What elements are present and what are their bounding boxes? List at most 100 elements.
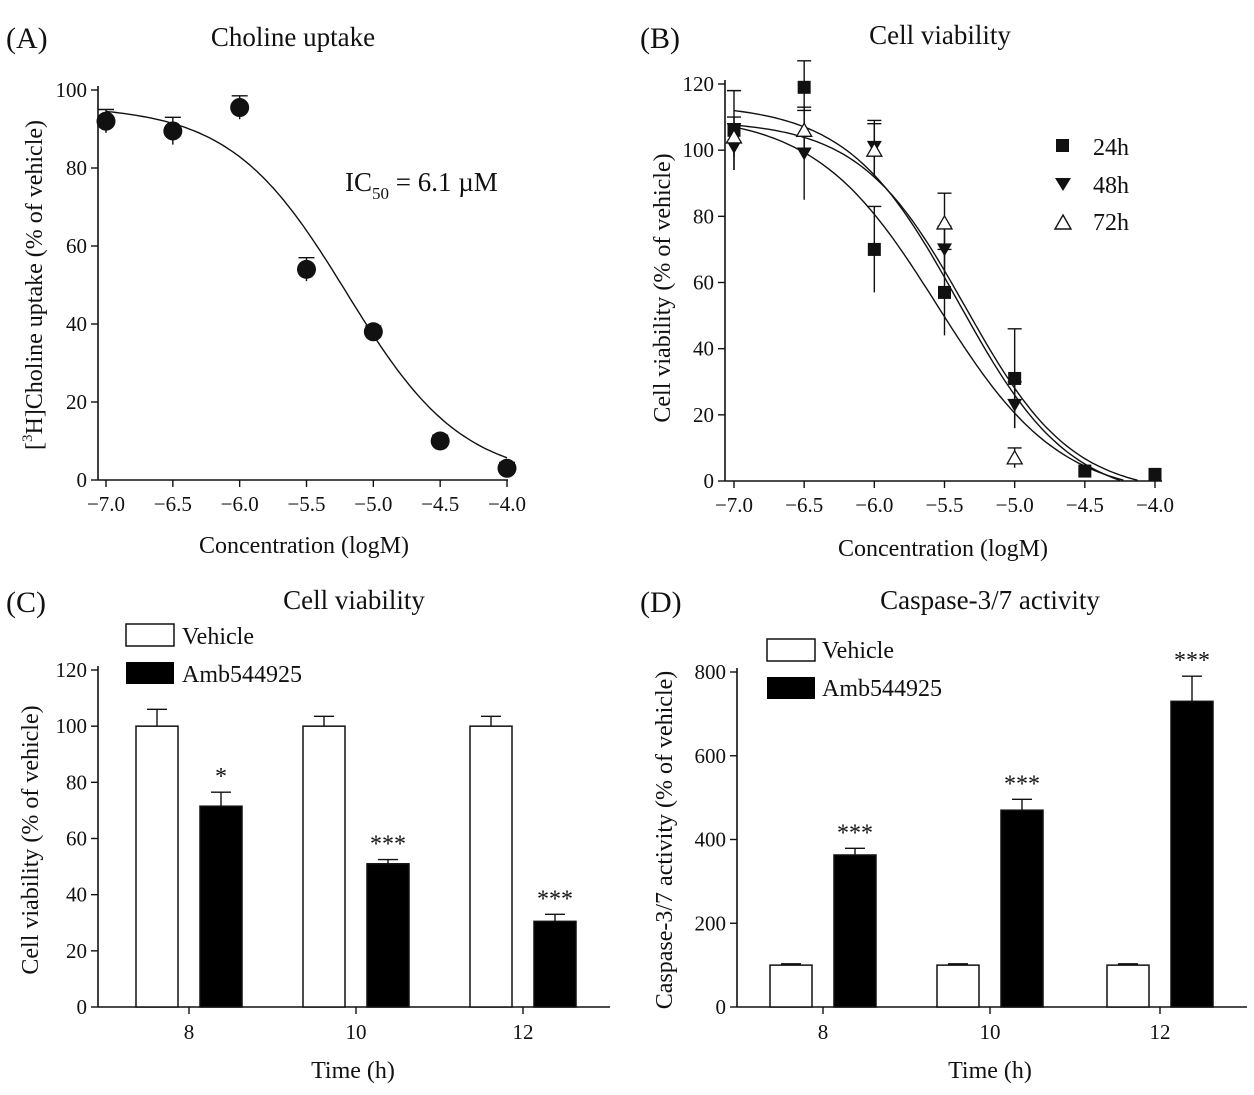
panel-c-legend: Vehicle Amb544925	[125, 623, 302, 688]
panel-c-y-tick-label: 40	[66, 883, 87, 907]
panel-c-y-tick-label: 120	[56, 658, 88, 682]
panel-a-x-tick-label: −4.0	[488, 492, 526, 516]
panel-b-y-tick-label: 120	[683, 72, 715, 96]
legend-marker-72h	[1053, 213, 1073, 230]
panel-c-title: Cell viability	[283, 585, 425, 615]
data-point-48h	[796, 147, 812, 161]
panel-b-y-tick-label: 40	[693, 337, 714, 361]
data-point	[297, 259, 316, 279]
data-point	[363, 322, 383, 342]
legend-label-72h: 72h	[1093, 210, 1129, 236]
data-point-24h	[938, 285, 951, 299]
panel-d-plot-area: 0 200 400 600 800 8 *** 10 *** 12 ***	[695, 648, 1247, 1044]
bar-amb544925	[1170, 700, 1214, 1008]
bar-amb544925	[833, 854, 877, 1008]
panel-a-label: (A)	[6, 22, 48, 55]
panel-a-y-tick-label: 100	[56, 78, 88, 102]
legend-label-24h: 24h	[1093, 135, 1129, 161]
panel-a-ic50-annotation: IC50 = 6.1 µM	[345, 167, 498, 203]
panel-c-y-tick-label: 80	[66, 770, 87, 794]
data-point-72h	[1006, 449, 1024, 465]
bar-vehicle	[1106, 964, 1150, 1008]
panel-a-x-tick-label: −5.5	[287, 492, 325, 516]
data-point	[96, 111, 116, 131]
data-point-24h	[1078, 464, 1092, 478]
panel-d-legend: Vehicle Amb544925	[766, 638, 942, 702]
bar-amb544925	[533, 920, 577, 1008]
panel-b-y-tick-label: 80	[693, 204, 714, 228]
data-point-72h	[865, 141, 883, 157]
panel-b-legend: 24h 48h 72h	[1053, 135, 1129, 236]
panel-d-label: (D)	[640, 586, 682, 619]
significance-marker: ***	[1174, 648, 1210, 674]
legend-label-48h: 48h	[1093, 173, 1129, 199]
panel-b-x-tick-label: −5.5	[925, 493, 963, 517]
bar-vehicle	[135, 725, 179, 1008]
data-point-24h	[1148, 467, 1162, 481]
legend-marker-24h	[1056, 139, 1069, 152]
panel-b-x-tick-label: −7.0	[715, 493, 753, 517]
panel-b-y-tick-label: 20	[693, 403, 714, 427]
legend-label-amb544925: Amb544925	[822, 676, 942, 702]
panel-b-x-tick-label: −4.0	[1136, 493, 1174, 517]
panel-b-y-tick-label: 60	[693, 271, 714, 295]
fit-curve	[105, 110, 508, 459]
panel-d: (D) Caspase-3/7 activity Vehicle Amb5449…	[640, 585, 1247, 1084]
panel-b-title: Cell viability	[869, 20, 1011, 50]
panel-a-plot-area: 0 20 40 60 80 100 −7.0 −6.5 −6.0 −5.5 −5.0 −4.5 −4.0	[56, 78, 527, 516]
panel-c-y-tick-label: 100	[56, 714, 88, 738]
panel-c-x-axis-label: Time (h)	[311, 1058, 395, 1084]
panel-a: (A) Choline uptake 0 20 40 60 80 100 −7.0 −6.5 −…	[6, 22, 526, 559]
panel-d-x-axis-label: Time (h)	[948, 1058, 1032, 1084]
legend-swatch-amb544925	[126, 662, 174, 684]
panel-c-plot-area: 0 20 40 60 80 100 120 8 * 10 *** 12 ***	[56, 658, 610, 1044]
panel-c-y-tick-label: 60	[66, 827, 87, 851]
data-point-72h	[935, 214, 954, 230]
panel-c-x-tick-label: 10	[346, 1020, 367, 1044]
data-point-72h	[795, 122, 813, 137]
significance-marker: ***	[1004, 771, 1040, 797]
bar-vehicle	[769, 964, 813, 1008]
panel-d-y-tick-label: 800	[695, 660, 727, 684]
error-bar-vehicle	[481, 715, 501, 727]
panel-d-y-axis-label: Caspase-3/7 activity (% of vehicle)	[652, 671, 678, 1010]
panel-b-x-tick-label: −4.5	[1066, 493, 1104, 517]
panel-c-x-tick-label: 8	[184, 1020, 195, 1044]
panel-a-x-axis-label: Concentration (logM)	[199, 533, 409, 559]
panel-c-label: (C)	[6, 586, 46, 619]
panel-b-x-tick-label: −5.0	[996, 493, 1034, 517]
panel-c-y-tick-label: 20	[66, 939, 87, 963]
panel-d-x-tick-label: 10	[980, 1020, 1001, 1044]
panel-d-y-tick-label: 0	[716, 995, 727, 1019]
legend-swatch-vehicle	[125, 623, 175, 647]
panel-b-y-tick-label: 0	[704, 469, 715, 493]
panel-b-plot-area: 0 20 40 60 80 100 120 −7.0 −6.5 −6.0 −5.5 −5.0 −4.5 −…	[683, 60, 1174, 517]
legend-label-vehicle: Vehicle	[182, 624, 254, 650]
panel-c: (C) Cell viability Vehicle Amb544925 0 20…	[6, 585, 610, 1084]
panel-a-x-tick-label: −7.0	[87, 492, 125, 516]
data-point	[497, 458, 517, 478]
bar-amb544925	[366, 863, 410, 1008]
panel-a-x-tick-label: −6.0	[221, 492, 259, 516]
panel-a-x-tick-label: −4.5	[421, 492, 459, 516]
data-point	[230, 98, 250, 118]
panel-b-y-tick-label: 100	[683, 138, 715, 162]
panel-a-y-tick-label: 60	[66, 234, 87, 258]
panel-a-y-tick-label: 20	[66, 390, 87, 414]
significance-marker: *	[215, 764, 227, 790]
panel-b-x-axis-label: Concentration (logM)	[838, 536, 1048, 562]
panel-b-x-tick-label: −6.5	[785, 493, 823, 517]
error-bar-amb544925	[1182, 675, 1202, 702]
panel-a-y-tick-label: 0	[77, 468, 88, 492]
error-bar-vehicle	[147, 708, 167, 727]
legend-marker-48h	[1055, 178, 1071, 191]
data-point-72h	[725, 128, 743, 144]
panel-d-x-tick-label: 8	[818, 1020, 829, 1044]
data-point	[430, 431, 450, 451]
panel-a-y-tick-label: 80	[66, 156, 87, 180]
panel-c-x-tick-label: 12	[513, 1020, 534, 1044]
significance-marker: ***	[370, 832, 406, 858]
significance-marker: ***	[537, 886, 573, 912]
data-point-24h	[797, 80, 811, 94]
